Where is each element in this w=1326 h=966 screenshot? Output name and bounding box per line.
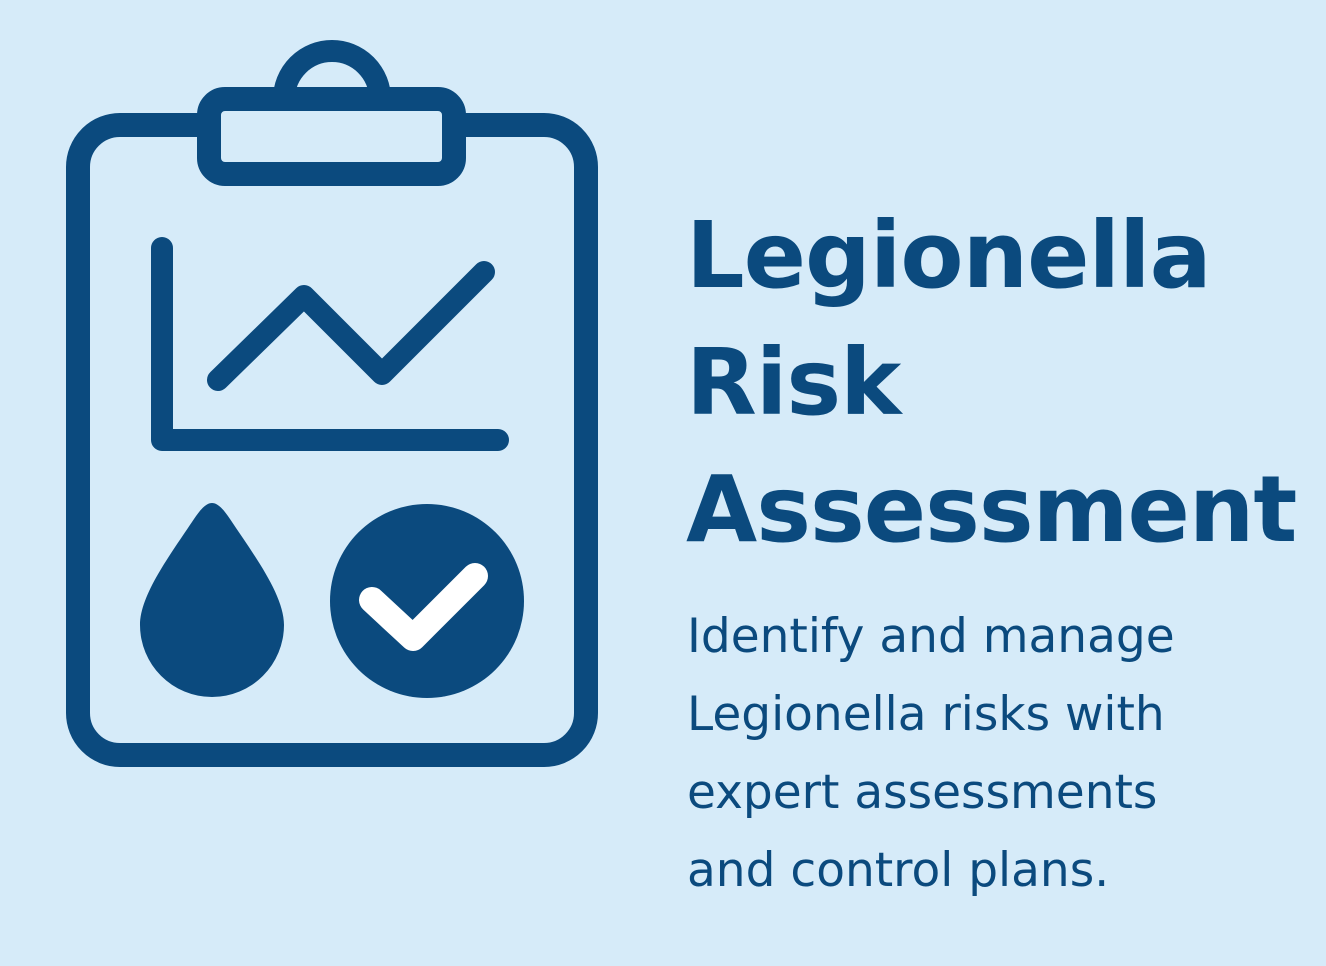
line-chart-icon xyxy=(151,237,509,451)
water-drop-icon xyxy=(140,503,284,697)
clipboard-icon xyxy=(66,40,598,767)
check-circle-icon xyxy=(330,504,524,698)
description-line: expert assessments xyxy=(687,765,1158,820)
title-line: Legionella xyxy=(686,202,1212,309)
title-line: Assessment xyxy=(686,456,1297,563)
description-line: Legionella risks with xyxy=(687,687,1165,742)
description-line: and control plans. xyxy=(687,843,1110,898)
description-line: Identify and manage xyxy=(687,609,1175,664)
title-line: Risk xyxy=(686,329,901,436)
description: Identify and manage Legionella risks wit… xyxy=(687,598,1307,910)
page-title: Legionella Risk Assessment xyxy=(686,192,1297,573)
